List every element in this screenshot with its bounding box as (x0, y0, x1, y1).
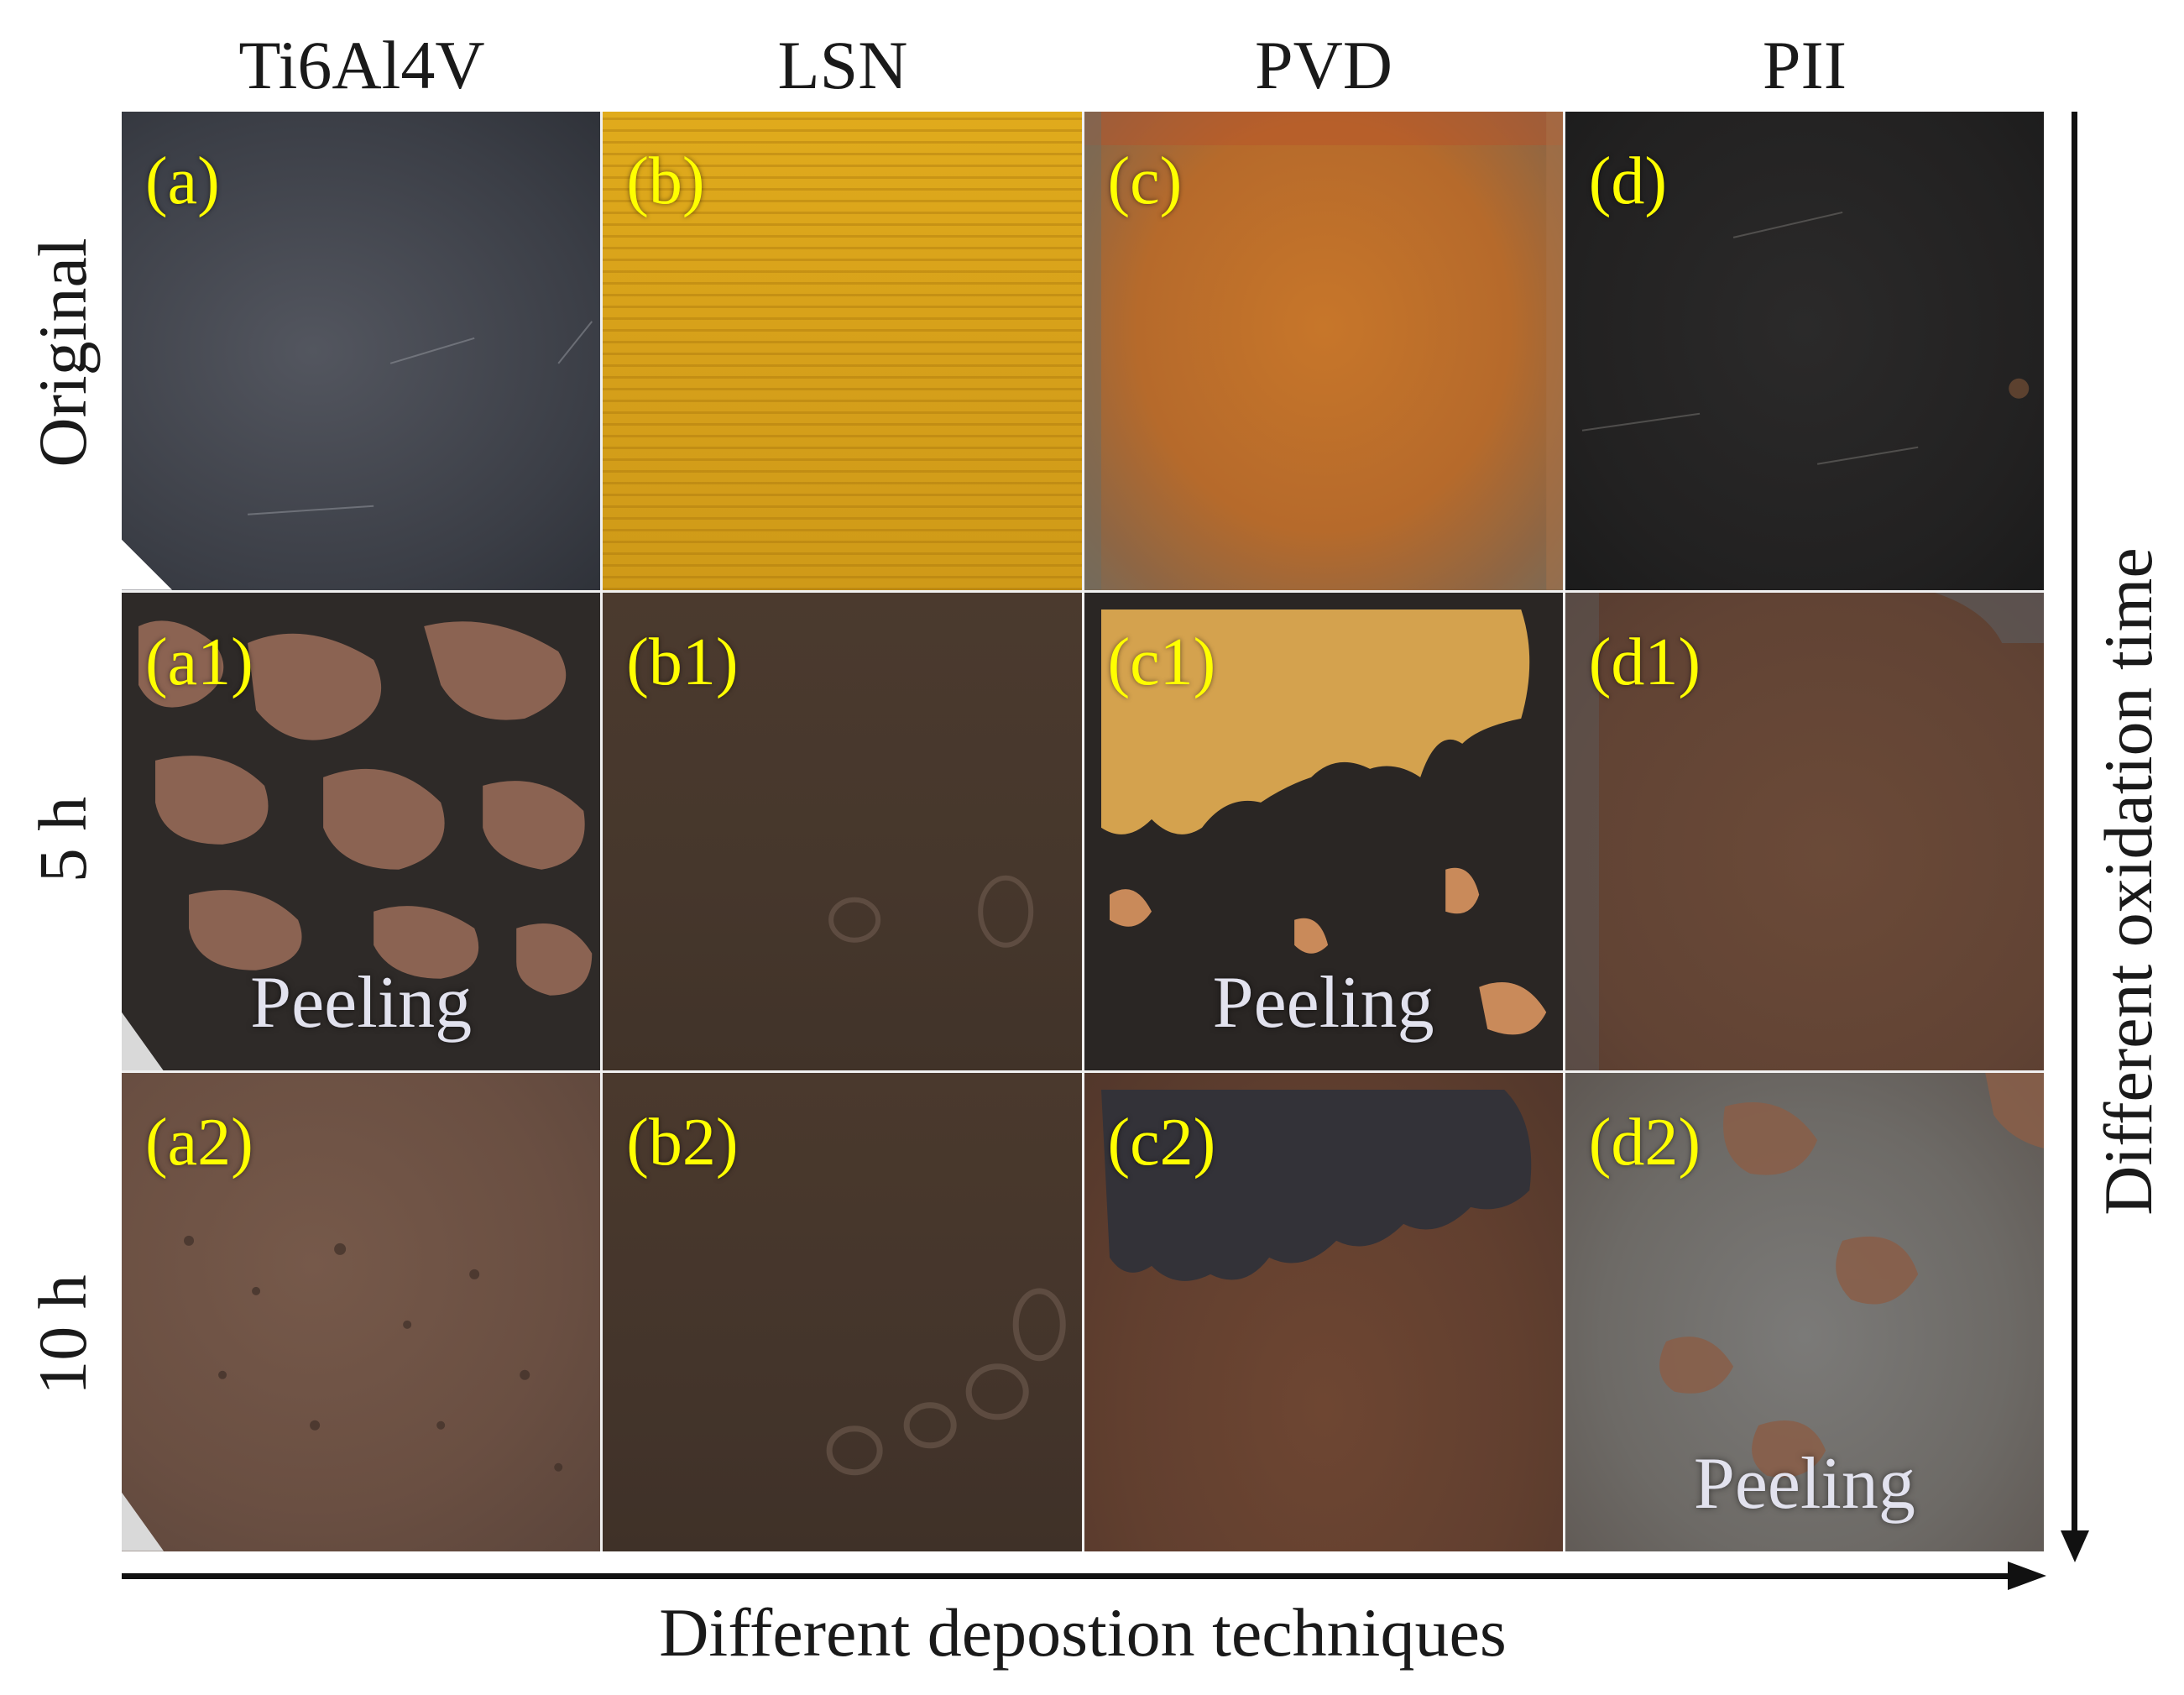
panel-label: (d2) (1588, 1106, 1701, 1180)
arrow-right-icon (2008, 1562, 2046, 1590)
peeling-annotation: Peeling (1693, 1443, 1915, 1525)
pitted-surface-texture-icon (122, 1236, 563, 1551)
panel-label: (c1) (1107, 625, 1216, 699)
panel-label: (b) (626, 144, 705, 218)
oxide-patch-texture-icon (122, 620, 593, 1071)
x-axis-title: Different depostion techniques (659, 1594, 1507, 1671)
panel-label: (a) (145, 144, 220, 218)
vertical-axis-arrow (2072, 112, 2077, 1539)
column-header-pvd: PVD (1254, 27, 1393, 103)
edge-oxide-texture-icon (1565, 592, 2044, 1071)
photo-pvd-5h: (c1) Peeling (1084, 592, 1563, 1071)
panel-label: (b1) (626, 625, 739, 699)
scratch-texture-icon (122, 321, 593, 590)
ring-stain-icon (826, 1288, 1066, 1476)
photo-pii-original: (d) (1565, 112, 2044, 590)
photo-ti6al4v-5h: (a1) Peeling (122, 592, 601, 1071)
scratch-texture-icon (1581, 211, 2029, 465)
panel-label: (d1) (1588, 625, 1701, 699)
horizontal-axis-arrow (122, 1573, 2010, 1579)
panel-label: (c2) (1107, 1106, 1216, 1180)
column-header-ti6al4v: Ti6Al4V (238, 27, 485, 103)
panel-label: (b2) (626, 1106, 739, 1180)
dark-oxide-patch-icon (1100, 1090, 1531, 1282)
column-header-lsn: LSN (777, 27, 908, 103)
ring-stain-icon (828, 875, 1034, 948)
photo-ti6al4v-original: (a) (122, 112, 601, 590)
photo-pii-10h: (d2) Peeling (1565, 1073, 2044, 1551)
photo-lsn-10h: (b2) (603, 1073, 1082, 1551)
arrow-down-icon (2061, 1530, 2089, 1562)
sample-photo-grid: (a) (b) (c) (d) (122, 112, 2044, 1551)
corner-tint-icon (1084, 112, 1563, 590)
peeled-coating-texture-icon (1659, 1073, 2044, 1478)
column-header-pii: PII (1762, 27, 1847, 103)
panel-label: (c) (1107, 144, 1183, 218)
photo-pii-5h: (d1) (1565, 592, 2044, 1071)
peeling-annotation: Peeling (250, 962, 473, 1044)
panel-label: (a2) (145, 1106, 253, 1180)
photo-pvd-10h: (c2) (1084, 1073, 1563, 1551)
peeled-coating-texture-icon (1100, 609, 1546, 1035)
peeling-annotation: Peeling (1212, 962, 1434, 1044)
photo-lsn-5h: (b1) (603, 592, 1082, 1071)
panel-label: (a1) (145, 625, 253, 699)
photo-ti6al4v-10h: (a2) (122, 1073, 601, 1551)
photo-pvd-original: (c) (1084, 112, 1563, 590)
photo-lsn-original: (b) (603, 112, 1082, 590)
panel-label: (d) (1588, 144, 1668, 218)
